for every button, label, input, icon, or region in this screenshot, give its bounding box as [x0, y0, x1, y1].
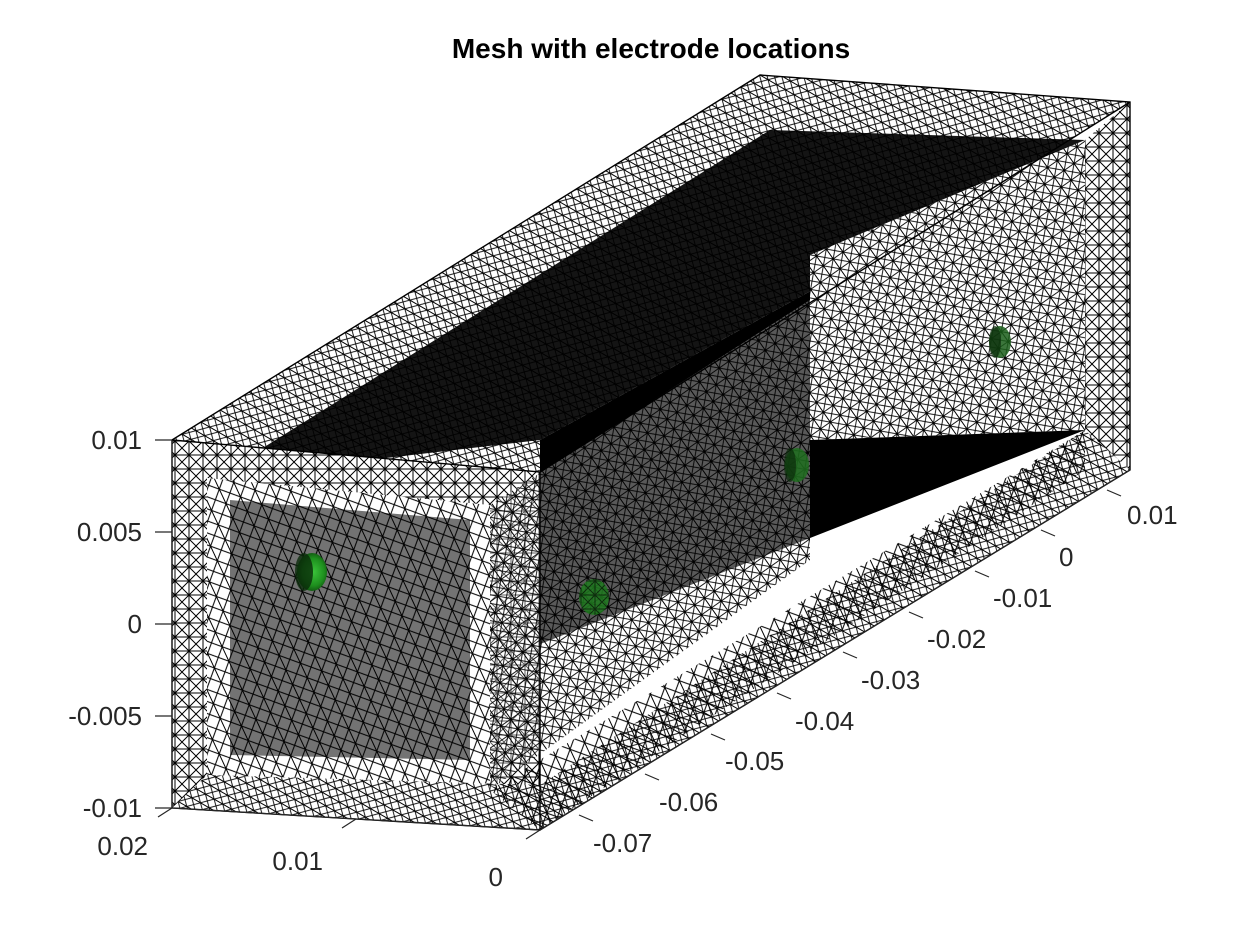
x-tick-label: 0.02: [97, 831, 148, 861]
mesh-volume: [171, 74, 1131, 831]
z-tick-label: 0.01: [91, 425, 142, 455]
mesh-left-face: [172, 440, 540, 830]
electrode-2: [579, 579, 609, 615]
y-tick-label: -0.03: [861, 665, 920, 695]
mesh-center-section: [490, 300, 810, 790]
z-tick-label: 0.005: [77, 517, 142, 547]
electrodes: [295, 326, 1011, 615]
mesh-bottom-face: [172, 430, 1130, 830]
z-axis: 0.01 0.005 0 -0.005 -0.01: [68, 425, 173, 823]
x-axis-ticks: [157, 807, 541, 840]
y-tick-label: 0.01: [1127, 500, 1178, 530]
z-tick-label: 0: [128, 609, 142, 639]
x-axis: 0.02 0.01 0: [97, 807, 541, 892]
z-tick-label: -0.01: [83, 793, 142, 823]
figure-title: Mesh with electrode locations: [452, 33, 850, 64]
electrode-1: [295, 553, 327, 591]
y-axis: 0.01 0 -0.01 -0.02 -0.03 -0.04 -0.05 -0.…: [539, 469, 1178, 858]
y-tick-label: -0.06: [659, 787, 718, 817]
electrode-3: [784, 448, 809, 482]
y-tick-label: -0.05: [725, 746, 784, 776]
x-tick-label: 0.01: [272, 846, 323, 876]
y-tick-label: -0.02: [927, 624, 986, 654]
y-tick-label: -0.01: [993, 583, 1052, 613]
y-tick-label: 0: [1059, 542, 1073, 572]
electrode-4: [989, 326, 1011, 358]
x-tick-label: 0: [489, 862, 503, 892]
z-tick-label: -0.005: [68, 701, 142, 731]
y-tick-label: -0.07: [593, 828, 652, 858]
y-axis-ticks: [578, 489, 1122, 822]
z-axis-ticks: [155, 439, 172, 809]
mesh-right-face: [810, 102, 1130, 470]
y-tick-label: -0.04: [795, 706, 854, 736]
